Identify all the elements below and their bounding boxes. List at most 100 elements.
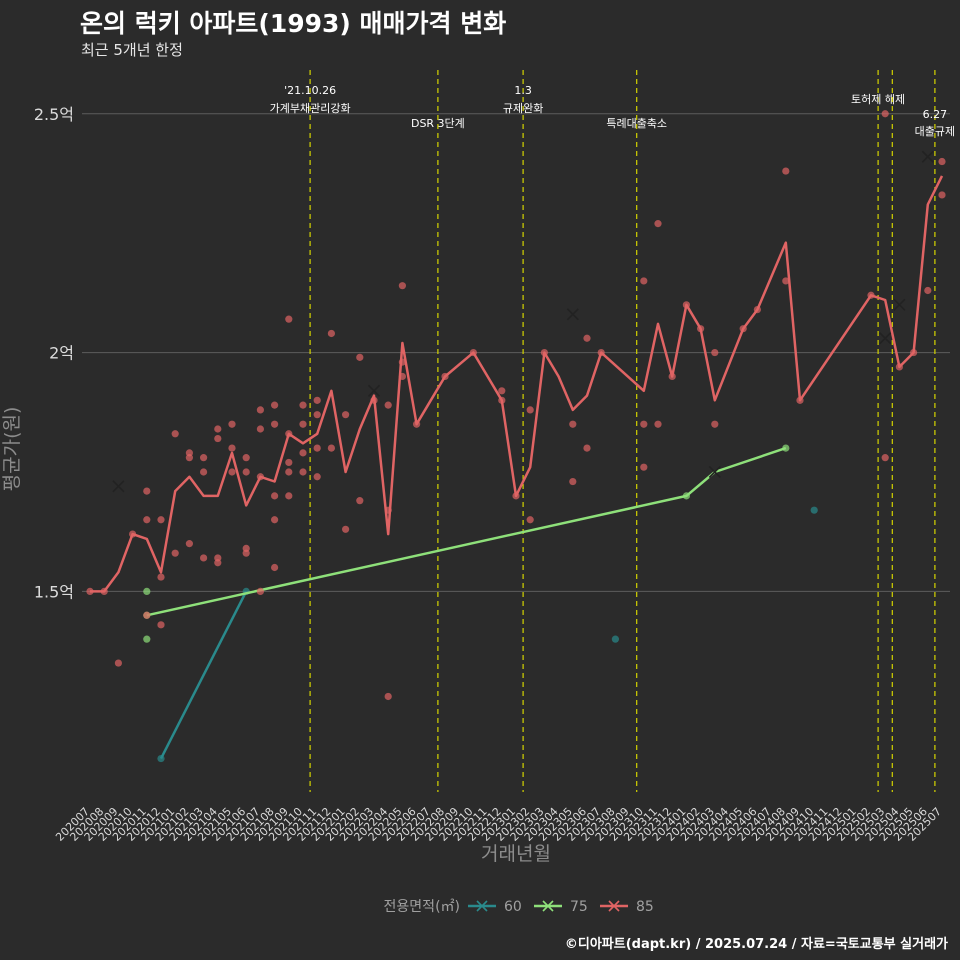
cross-marker bbox=[367, 384, 381, 397]
data-point bbox=[910, 348, 918, 357]
data-point bbox=[143, 516, 151, 524]
data-point bbox=[810, 506, 818, 514]
cross-marker bbox=[112, 480, 125, 493]
data-point bbox=[242, 454, 250, 462]
data-point bbox=[342, 411, 350, 419]
data-point bbox=[100, 587, 108, 595]
data-point bbox=[313, 473, 321, 481]
data-point bbox=[299, 468, 307, 476]
data-point bbox=[512, 492, 520, 500]
data-point bbox=[285, 458, 293, 467]
data-point bbox=[597, 348, 605, 357]
data-point bbox=[157, 516, 165, 524]
data-point bbox=[271, 492, 279, 500]
data-point bbox=[285, 430, 293, 438]
series-line-85 bbox=[90, 175, 944, 593]
data-point bbox=[299, 420, 307, 428]
data-point bbox=[271, 563, 279, 572]
series-line-75 bbox=[146, 446, 787, 617]
data-point bbox=[441, 372, 449, 381]
data-point bbox=[171, 549, 179, 557]
data-point bbox=[938, 191, 946, 199]
data-point bbox=[469, 348, 477, 357]
legend-title: 전용면적(㎡) bbox=[384, 899, 460, 915]
data-point bbox=[285, 468, 293, 476]
data-point bbox=[611, 635, 620, 643]
cross-marker bbox=[566, 308, 579, 321]
data-point bbox=[654, 220, 662, 228]
y-tick-label: 2억 bbox=[49, 344, 74, 363]
data-point bbox=[398, 372, 406, 381]
event-label: 가계부채관리강화 bbox=[270, 102, 351, 115]
data-point bbox=[200, 468, 208, 476]
data-point bbox=[214, 559, 222, 567]
data-point bbox=[782, 167, 790, 175]
data-point bbox=[228, 444, 236, 452]
series-85 bbox=[86, 110, 946, 701]
data-point bbox=[200, 454, 208, 462]
data-point bbox=[327, 329, 335, 338]
cross-marker bbox=[879, 332, 892, 345]
credit-text: ©디아파트(dapt.kr) / 2025.07.24 / 자료=국토교통부 실… bbox=[564, 937, 948, 952]
cross-marker bbox=[893, 298, 906, 311]
data-point bbox=[640, 420, 648, 428]
data-point bbox=[228, 468, 236, 476]
data-point bbox=[782, 444, 790, 452]
series-line-60 bbox=[159, 590, 248, 760]
data-point bbox=[697, 325, 705, 333]
data-point bbox=[143, 487, 151, 495]
data-point bbox=[143, 611, 151, 619]
data-point bbox=[526, 516, 534, 524]
data-point bbox=[370, 396, 378, 404]
page-title: 온의 럭키 아파트(1993) 매매가격 변화 bbox=[80, 9, 507, 38]
y-axis-title: 평균가(원) bbox=[1, 407, 23, 492]
data-point bbox=[569, 420, 577, 428]
data-point bbox=[498, 396, 506, 404]
data-point bbox=[583, 334, 591, 342]
data-point bbox=[313, 444, 321, 452]
event-label: 토허제 해제 bbox=[851, 92, 905, 106]
data-point bbox=[299, 401, 307, 409]
data-point bbox=[668, 372, 676, 381]
data-point bbox=[271, 420, 279, 428]
data-point bbox=[796, 396, 804, 404]
data-point bbox=[895, 363, 904, 371]
legend-label-75: 75 bbox=[570, 899, 588, 915]
event-label: 6.27 bbox=[923, 108, 948, 121]
data-point bbox=[185, 540, 193, 548]
data-point bbox=[171, 430, 179, 438]
event-label: '21.10.26 bbox=[284, 84, 336, 97]
data-point bbox=[711, 420, 719, 428]
data-point bbox=[256, 587, 264, 595]
data-point bbox=[157, 573, 165, 581]
data-point bbox=[256, 473, 264, 481]
data-point bbox=[228, 420, 236, 428]
data-point bbox=[86, 587, 94, 595]
axis-layer: 1.5억2억2.5억202007202008202009202010202011… bbox=[1, 105, 944, 865]
event-label: 규제완화 bbox=[503, 102, 543, 115]
data-point bbox=[640, 463, 648, 471]
data-point bbox=[313, 411, 321, 419]
y-tick-label: 1.5억 bbox=[34, 582, 74, 601]
data-point bbox=[640, 277, 648, 285]
data-point bbox=[498, 387, 506, 395]
y-tick-label: 2.5억 bbox=[34, 105, 74, 124]
data-point bbox=[924, 286, 932, 295]
legend-label-60: 60 bbox=[504, 899, 522, 915]
data-point bbox=[356, 353, 364, 361]
cross-marker bbox=[921, 150, 934, 163]
data-point bbox=[782, 277, 790, 285]
data-point bbox=[285, 315, 293, 323]
data-point bbox=[157, 754, 165, 763]
data-point bbox=[356, 497, 364, 505]
data-point bbox=[214, 425, 222, 433]
data-point bbox=[256, 406, 264, 414]
legend-label-85: 85 bbox=[636, 899, 654, 915]
data-point bbox=[143, 635, 151, 643]
data-point bbox=[654, 420, 662, 428]
legend-cross bbox=[608, 900, 620, 912]
data-point bbox=[682, 492, 691, 500]
event-label: DSR 3단계 bbox=[411, 117, 465, 130]
data-point bbox=[881, 454, 889, 462]
data-point bbox=[342, 525, 350, 533]
